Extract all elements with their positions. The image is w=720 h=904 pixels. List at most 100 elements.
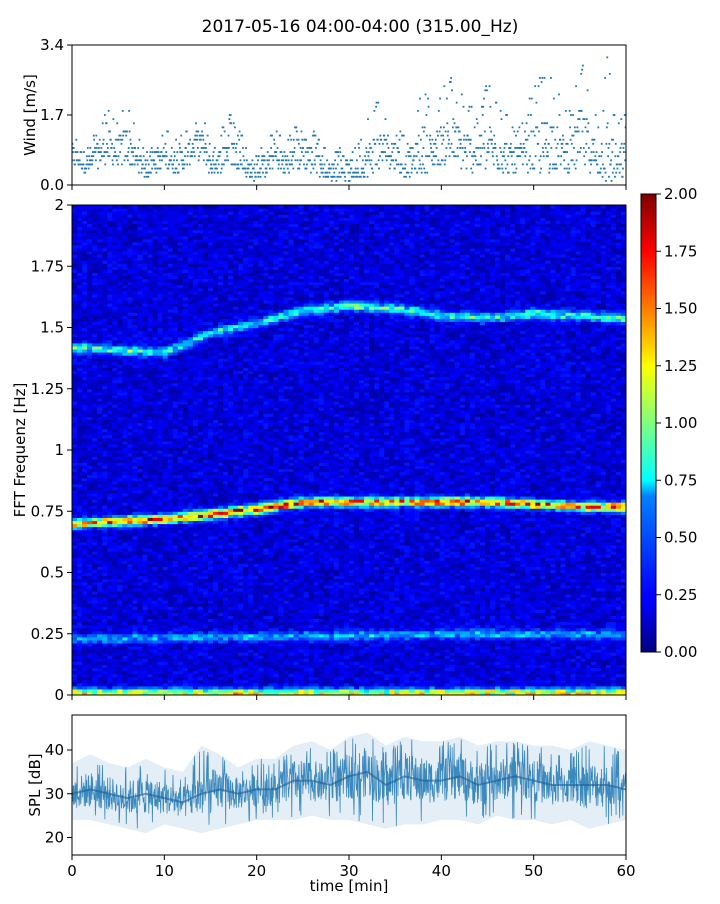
wind-point (107, 147, 109, 149)
wind-point (384, 151, 386, 153)
wind-point (525, 139, 527, 141)
wind-point (271, 135, 273, 137)
wind-point (537, 143, 539, 145)
wind-point (250, 164, 252, 166)
wind-point (434, 164, 436, 166)
wind-point (246, 159, 248, 161)
wind-point (430, 143, 432, 145)
wind-point (491, 139, 493, 141)
spectrogram-cell (97, 205, 103, 209)
wind-point (551, 131, 553, 133)
wind-point (272, 168, 274, 170)
wind-point (88, 168, 90, 170)
wind-point (127, 159, 129, 161)
wind-point (453, 155, 455, 157)
wind-point (179, 143, 181, 145)
wind-point (610, 164, 612, 166)
wind-point (196, 131, 198, 133)
wind-panel: 0.01.73.4 Wind [m/s] (21, 36, 627, 194)
wind-point (449, 147, 451, 149)
wind-point (249, 176, 251, 178)
wind-point (416, 172, 418, 174)
wind-point (189, 139, 191, 141)
wind-point (330, 168, 332, 170)
wind-point (524, 155, 526, 157)
wind-point (121, 139, 123, 141)
wind-point (383, 135, 385, 137)
wind-point (238, 139, 240, 141)
wind-point (436, 131, 438, 133)
wind-point (164, 143, 166, 145)
wind-point (186, 131, 188, 133)
wind-point (291, 164, 293, 166)
wind-point (179, 147, 181, 149)
wind-point (500, 151, 502, 153)
wind-point (428, 155, 430, 157)
wind-point (164, 155, 166, 157)
wind-point (553, 98, 555, 100)
wind-point (363, 172, 365, 174)
wind-point (440, 135, 442, 137)
wind-point (252, 159, 254, 161)
wind-point (596, 151, 598, 153)
wind-point (194, 135, 196, 137)
wind-point (476, 118, 478, 120)
spectrogram-cell (102, 205, 108, 209)
wind-point (471, 106, 473, 108)
wind-point (570, 139, 572, 141)
wind-point (425, 94, 427, 96)
wind-point (538, 131, 540, 133)
wind-point (274, 143, 276, 145)
wind-point (602, 176, 604, 178)
wind-point (366, 159, 368, 161)
wind-point (155, 164, 157, 166)
wind-point (133, 155, 135, 157)
wind-point (567, 143, 569, 145)
wind-point (429, 135, 431, 137)
wind-point (136, 159, 138, 161)
wind-point (529, 98, 531, 100)
wind-point (245, 172, 247, 174)
wind-point (517, 131, 519, 133)
wind-point (502, 172, 504, 174)
wind-point (273, 139, 275, 141)
wind-point (624, 114, 626, 116)
wind-point (228, 118, 230, 120)
wind-point (446, 122, 448, 124)
wind-point (315, 155, 317, 157)
wind-point (333, 172, 335, 174)
wind-point (482, 106, 484, 108)
wind-point (235, 147, 237, 149)
wind-point (209, 143, 211, 145)
wind-point (375, 106, 377, 108)
wind-point (481, 147, 483, 149)
wind-point (399, 131, 401, 133)
wind-point (223, 164, 225, 166)
wind-point (389, 168, 391, 170)
wind-point (100, 159, 102, 161)
wind-point (327, 172, 329, 174)
wind-point (260, 147, 262, 149)
wind-point (127, 151, 129, 153)
wind-point (175, 139, 177, 141)
wind-point (94, 147, 96, 149)
wind-point (122, 110, 124, 112)
wind-point (176, 168, 178, 170)
wind-point (349, 180, 351, 182)
wind-point (181, 159, 183, 161)
wind-point (108, 110, 110, 112)
wind-point (152, 151, 154, 153)
wind-point (560, 155, 562, 157)
wind-point (220, 135, 222, 137)
wind-point (220, 172, 222, 174)
wind-point (590, 164, 592, 166)
wind-point (498, 164, 500, 166)
wind-point (144, 168, 146, 170)
wind-point (126, 131, 128, 133)
wind-point (470, 168, 472, 170)
wind-point (582, 65, 584, 67)
wind-point (89, 147, 91, 149)
wind-point (282, 159, 284, 161)
wind-point (485, 85, 487, 87)
wind-point (515, 172, 517, 174)
